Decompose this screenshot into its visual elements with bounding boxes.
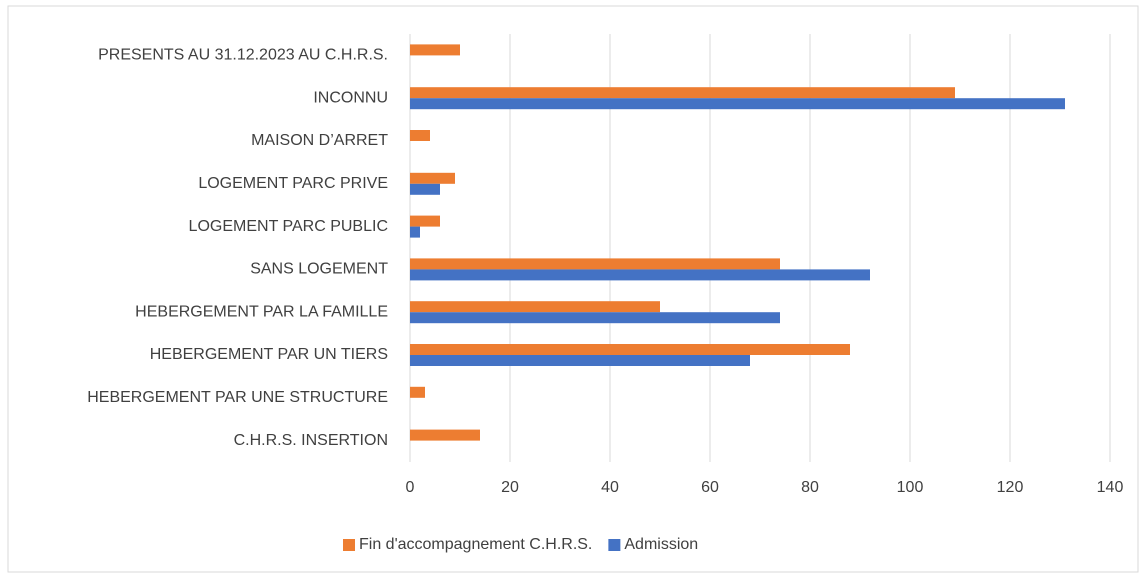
bar: [410, 215, 440, 227]
bar: [410, 301, 660, 313]
legend-swatch: [608, 539, 621, 551]
x-tick-label: 0: [406, 479, 415, 496]
x-tick-label: 40: [601, 479, 619, 496]
x-tick-label: 60: [701, 479, 719, 496]
y-tick-label: INCONNU: [313, 89, 388, 106]
y-tick-label: HEBERGEMENT PAR LA FAMILLE: [135, 303, 388, 320]
bar: [410, 44, 460, 56]
bar: [410, 355, 750, 366]
y-tick-label: LOGEMENT PARC PUBLIC: [189, 218, 388, 235]
bar: [410, 172, 455, 184]
x-tick-label: 120: [997, 479, 1024, 496]
y-tick-label: SANS LOGEMENT: [250, 261, 388, 278]
x-tick-label: 140: [1097, 479, 1124, 496]
bar: [410, 269, 870, 281]
bar: [410, 258, 780, 270]
x-tick-label: 100: [897, 479, 924, 496]
bar: [410, 429, 480, 441]
y-tick-label: HEBERGEMENT PAR UN TIERS: [150, 346, 388, 363]
y-tick-label: C.H.R.S. INSERTION: [234, 432, 388, 449]
legend-label: Admission: [624, 536, 698, 553]
bar: [410, 312, 780, 324]
bar: [410, 344, 850, 355]
bar: [410, 183, 440, 195]
y-tick-label: PRESENTS AU 31.12.2023 AU C.H.R.S.: [98, 47, 388, 64]
x-tick-label: 20: [501, 479, 519, 496]
bar: [410, 87, 955, 99]
y-tick-label: LOGEMENT PARC PRIVE: [198, 175, 388, 192]
x-tick-label: 80: [801, 479, 819, 496]
bar: [410, 226, 420, 238]
y-tick-label: HEBERGEMENT PAR UNE STRUCTURE: [87, 389, 388, 406]
bar: [410, 98, 1065, 110]
legend-label: Fin d'accompagnement C.H.R.S.: [359, 536, 592, 553]
legend-swatch: [343, 539, 355, 551]
bar: [410, 386, 425, 398]
bar: [410, 130, 430, 141]
y-tick-label: MAISON D’ARRET: [251, 132, 388, 149]
